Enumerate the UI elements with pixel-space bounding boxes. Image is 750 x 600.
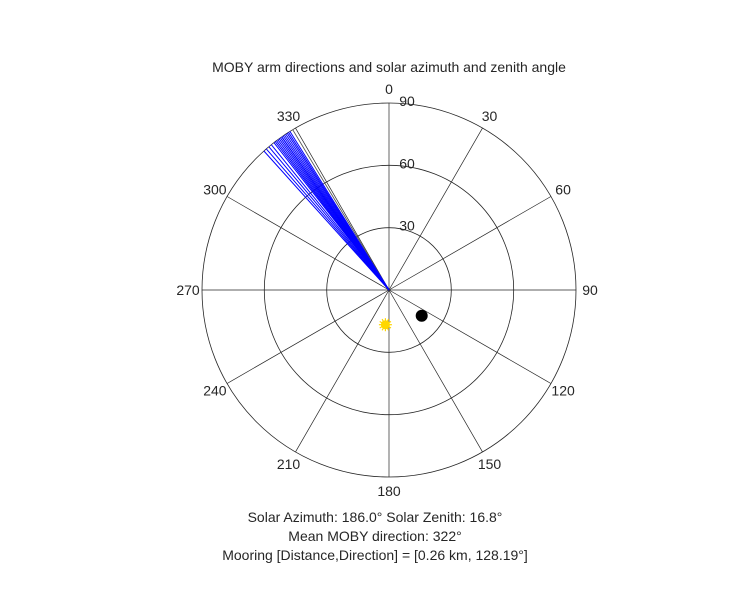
ring-gridline [326, 227, 452, 353]
ring-gridline [201, 102, 577, 478]
theta-tick-label: 330 [277, 108, 301, 124]
r-tick-label: 90 [399, 93, 415, 109]
theta-tick-label: 210 [277, 456, 301, 472]
sun-ray [386, 325, 392, 329]
moby-arm-line [277, 139, 390, 291]
theta-tick-label: 270 [176, 282, 200, 298]
theta-tick-label: 300 [203, 182, 227, 198]
moby-arm-line [274, 141, 390, 291]
theta-tick-label: 240 [203, 383, 227, 399]
radial-gridline [226, 196, 390, 291]
theta-tick-label: 60 [555, 182, 571, 198]
radial-gridline [388, 289, 483, 453]
data-marks [263, 129, 428, 332]
theta-tick-label: 180 [377, 483, 401, 499]
moby-arm-line [270, 144, 390, 291]
moby-arm-line [265, 148, 390, 291]
radial-gridline [388, 196, 552, 291]
sun-ray [386, 320, 392, 325]
sun-ray [381, 318, 385, 324]
sun-ray [379, 325, 384, 329]
polar-grid [201, 102, 577, 478]
sun-marker [378, 318, 392, 332]
moby-arm-line [263, 150, 390, 291]
radial-gridline [388, 127, 483, 291]
r-tick-label: 60 [399, 155, 415, 171]
radial-gridline [295, 127, 390, 291]
radial-gridline [388, 289, 552, 384]
sun-ray [385, 326, 390, 331]
r-tick-label: 30 [399, 218, 415, 234]
theta-tick-label: 0 [385, 81, 393, 97]
theta-tick-label: 150 [478, 456, 502, 472]
chart-title: MOBY arm directions and solar azimuth an… [212, 59, 566, 75]
moby-arm-line [289, 131, 390, 291]
sun-core [380, 320, 390, 330]
sun-ray [385, 318, 390, 324]
reference-arm-line [292, 129, 390, 291]
mooring-marker [415, 309, 428, 322]
solar-caption: Solar Azimuth: 186.0° Solar Zenith: 16.8… [247, 509, 503, 525]
ring-gridline [263, 164, 515, 416]
theta-tick-label: 120 [551, 383, 575, 399]
theta-tick-label: 30 [482, 108, 498, 124]
mean-direction-caption: Mean MOBY direction: 322° [288, 528, 462, 544]
tick-labels: 0 30 60 90 120 150 180 210 240 270 300 330 30 60 90 [176, 81, 598, 499]
radial-gridline [295, 289, 390, 453]
moby-arm-line [281, 136, 390, 291]
sun-ray [379, 320, 384, 325]
theta-tick-label: 90 [582, 282, 598, 298]
sun-ray [381, 326, 385, 331]
radial-gridline [226, 289, 390, 384]
mooring-caption: Mooring [Distance,Direction] = [0.26 km,… [222, 547, 528, 563]
moby-arm-line [268, 146, 390, 291]
